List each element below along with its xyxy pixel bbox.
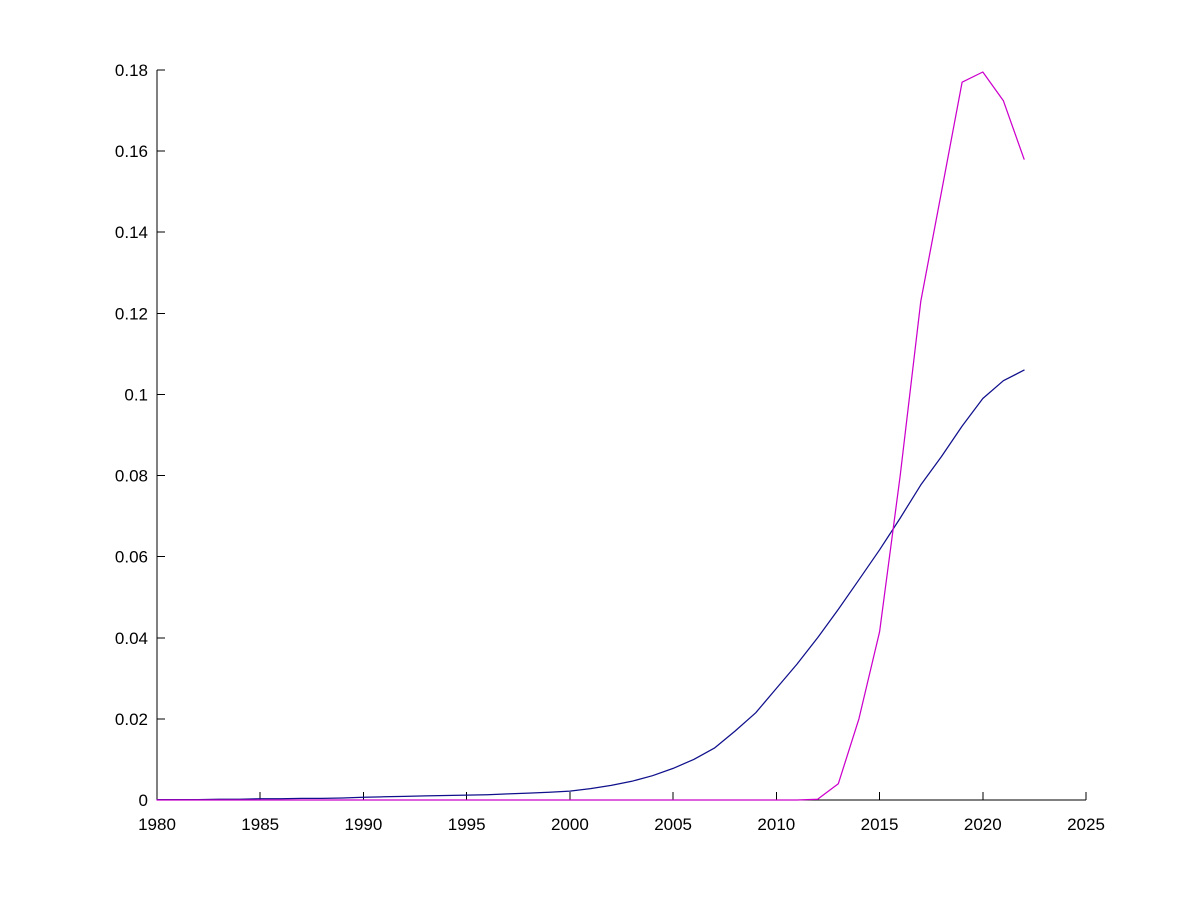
series-lines [156, 71, 1025, 801]
x-axis-tick-label: 2000 [551, 815, 589, 834]
y-axis-tick-label: 0.08 [115, 467, 148, 486]
x-axis-tick-label: 1985 [241, 815, 279, 834]
y-axis-tick-label: 0.02 [115, 710, 148, 729]
y-axis-tick-label: 0.1 [124, 385, 148, 404]
dark-blue-series-line [156, 369, 1025, 801]
x-axis-tick-label: 2020 [964, 815, 1002, 834]
x-axis-tick-label: 2015 [861, 815, 899, 834]
y-axis-tick-label: 0.04 [115, 629, 148, 648]
magenta-series-line [156, 71, 1025, 801]
x-axis-tick-label: 2005 [654, 815, 692, 834]
x-axis-tick-label: 2010 [757, 815, 795, 834]
y-axis-tick-label: 0.16 [115, 142, 148, 161]
x-axis-tick-label: 1980 [138, 815, 176, 834]
y-axis-tick-label: 0.12 [115, 304, 148, 323]
y-axis-tick-label: 0.18 [115, 61, 148, 80]
axis-spines [156, 70, 1086, 801]
x-axis-tick-label: 1995 [448, 815, 486, 834]
y-axis-tick-label: 0.06 [115, 548, 148, 567]
axes: 0 0.02 0.04 0.06 0.08 0.1 0.12 0.14 0.16 0.18 1980… [115, 61, 1105, 834]
y-axis-tick-label: 0.14 [115, 223, 148, 242]
x-axis-tick-label: 1990 [345, 815, 383, 834]
y-axis-tick-label: 0 [139, 791, 148, 810]
x-axis-tick-label: 2025 [1067, 815, 1105, 834]
